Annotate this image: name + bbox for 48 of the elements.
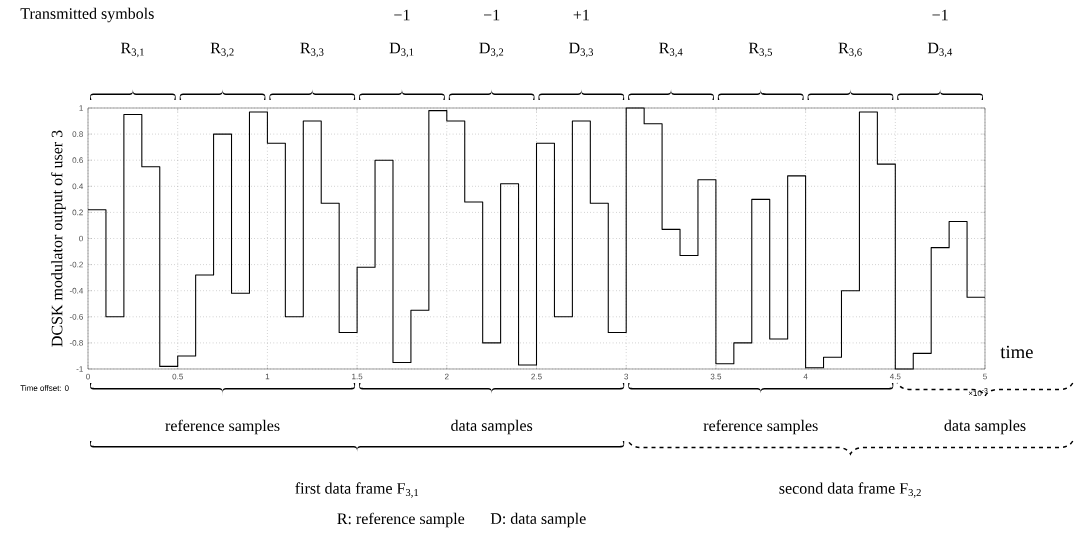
x-tick-label: 2.5 [531,373,542,380]
x-tick-label: 0 [86,373,90,380]
text: R$_{3,4}$ [659,42,683,58]
x-tick-label: 4.5 [889,373,901,380]
x-tick-label: 1 [265,373,270,380]
x-tick-label: 4 [803,373,808,380]
y-tick-label: 0.6 [72,157,83,164]
text: Transmitted symbols [20,7,154,23]
y-tick-label: 0.8 [72,131,83,137]
y-tick-label: 0.4 [72,183,84,190]
text: D$_{3,1}$ [389,42,414,58]
text: D$_{3,4}$ [927,42,953,58]
y-tick-label: 1 [79,105,83,111]
y-tick-label: -0.6 [69,313,83,320]
y-tick-label: -1 [76,366,83,372]
text: −1 [394,9,410,21]
text: R$_{3,3}$ [300,42,324,58]
y-tick-label: -0.8 [69,340,83,346]
x-tick-label: 2 [444,373,449,380]
x-tick-label: 3 [624,373,629,380]
y-tick-label: 0 [79,235,83,242]
text: +1 [573,9,589,21]
x-tick-label: 5 [983,373,987,380]
text: second data frame F$_{3,2}$ [779,482,921,498]
text: R$_{3,6}$ [838,42,862,58]
x-tick-label: 1.5 [352,373,363,380]
text: D$_{3,2}$ [479,42,504,58]
text: R$_{3,2}$ [210,42,234,58]
text: D$_{3,3}$ [569,42,594,58]
text: reference samples [165,419,280,435]
text: first data frame F$_{3,1}$ [295,482,419,498]
y-tick-label: -0.4 [69,287,84,294]
text: time [1000,345,1033,359]
x-tick-label: 0.5 [172,373,183,380]
x-tick-label: 3.5 [710,373,722,380]
text: R: reference sample [337,512,465,528]
text: reference samples [703,419,818,435]
text: data samples [451,419,533,435]
text: Time offset: 0 [20,385,69,391]
y-tick-label: 0.2 [72,209,83,216]
y-axis-title: DCSK modulator output of user 3 [51,130,66,347]
y-tick-label: -0.2 [69,261,83,268]
text: D: data sample [490,512,586,528]
text: −1 [932,9,948,21]
text: R$_{3,1}$ [120,42,144,58]
text: −1 [483,9,500,21]
text: data samples [944,419,1026,435]
text: R$_{3,5}$ [748,42,772,58]
